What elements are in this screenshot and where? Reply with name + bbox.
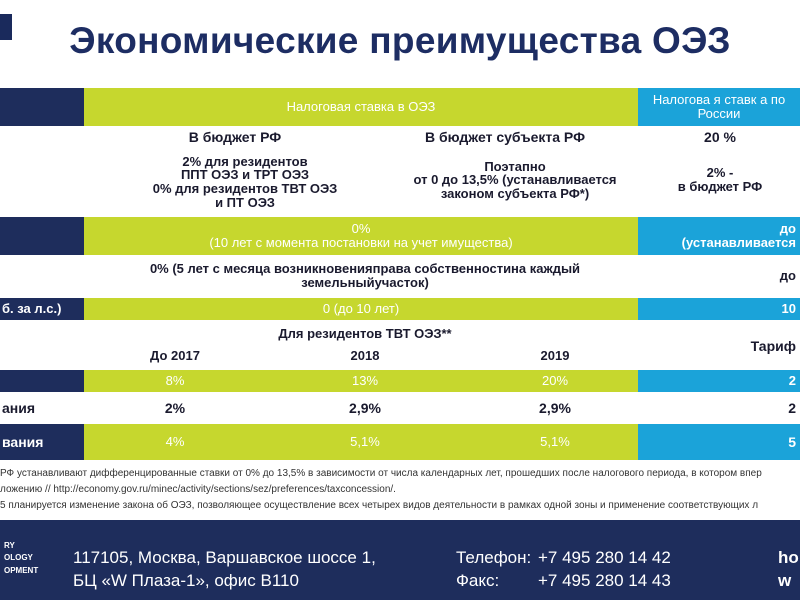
insurance-row3-2019: 5,1% bbox=[540, 434, 570, 450]
russia-profit-detail: 2% - в бюджет РФ bbox=[660, 160, 780, 200]
footer-contacts: Телефон: +7 495 280 14 42 Факс: +7 495 280… bbox=[456, 547, 671, 593]
regional-rate-line: законом субъекта РФ*) bbox=[440, 185, 590, 201]
insurance-row2-2019: 2,9% bbox=[539, 399, 571, 416]
insurance-row1-2018: 13% bbox=[351, 373, 379, 389]
insurance-row3-2018: 5,1% bbox=[350, 434, 380, 450]
federal-budget-label: В бюджет РФ bbox=[188, 128, 282, 145]
insurance-row3-label: вания bbox=[0, 424, 84, 460]
corner-logo-mark bbox=[0, 14, 12, 40]
insurance-row2-label: ания bbox=[2, 399, 36, 416]
insurance-row2-russia: 2 bbox=[788, 399, 796, 416]
property-tax-rate: 0% bbox=[351, 221, 371, 237]
brand-line: OLOGY bbox=[4, 553, 33, 563]
land-tax-russia: до bbox=[779, 268, 796, 284]
insurance-row3-russia: 5 bbox=[638, 424, 800, 460]
insurance-row1-oez: 8% 13% 20% bbox=[84, 370, 638, 392]
header-oez-tax: Налоговая ставка в ОЭЗ bbox=[84, 88, 638, 126]
address-line: БЦ «W Плаза-1», офис В110 bbox=[73, 570, 299, 590]
footnote-source-link[interactable]: ложению // http://economy.gov.ru/minec/a… bbox=[0, 484, 396, 495]
website-line: ho bbox=[778, 548, 799, 567]
header-russia-tax: Налогова я ставк а по России bbox=[638, 88, 800, 126]
footnotes: РФ устанавливают дифференцированные став… bbox=[0, 466, 800, 514]
land-tax-oez: 0% (5 лет с месяца возникновенияправа со… bbox=[100, 258, 630, 294]
footnote-line: 5 планируется изменение закона об ОЭЗ, п… bbox=[0, 500, 759, 511]
property-russia-line: до bbox=[779, 221, 796, 237]
russia-profit-line: 2% - bbox=[706, 165, 734, 181]
federal-rate-line: 0% для резидентов ТВТ ОЭЗ bbox=[152, 181, 338, 196]
regional-budget-label: В бюджет субъекта РФ bbox=[424, 128, 586, 145]
website-line: w bbox=[778, 570, 792, 590]
property-tax-russia: до (устанавливается bbox=[638, 217, 800, 255]
transport-tax-oez: 0 (до 10 лет) bbox=[84, 298, 638, 320]
brand-text: RY OLOGY OPMENT bbox=[4, 540, 38, 577]
land-tax-line: земельныйучасток) bbox=[301, 275, 429, 290]
insurance-row1-russia: 2 bbox=[638, 370, 800, 392]
russia-profit-line: в бюджет РФ bbox=[677, 179, 763, 194]
regional-rate-line: от 0 до 13,5% (устанавливается bbox=[413, 172, 617, 188]
transport-tax-russia: 10 bbox=[638, 298, 800, 320]
insurance-row1-2019: 20% bbox=[541, 373, 569, 389]
fax-label: Факс: bbox=[456, 570, 500, 590]
insurance-row3-2017: 4% bbox=[165, 434, 185, 450]
year-column-2018: 2018 bbox=[350, 348, 380, 364]
footnote-line: РФ устанавливают дифференцированные став… bbox=[0, 468, 762, 479]
regional-rate-line: Поэтапно bbox=[484, 158, 546, 174]
transport-tax-label: б. за л.с.) bbox=[0, 298, 84, 320]
insurance-row2-2018: 2,9% bbox=[349, 399, 381, 416]
phone-label: Телефон: bbox=[456, 548, 532, 567]
address-line: 117105, Москва, Варшавское шоссе 1, bbox=[73, 548, 376, 567]
property-tax-note: (10 лет с момента постановки на учет иму… bbox=[209, 235, 513, 250]
header-label-cell bbox=[0, 88, 84, 126]
brand-line: RY bbox=[4, 541, 15, 550]
federal-rate-line: и ПТ ОЭЗ bbox=[215, 194, 275, 210]
insurance-row1-label bbox=[0, 370, 84, 392]
page-title: Экономические преимущества ОЭЗ bbox=[69, 20, 731, 61]
property-tax-label-cell bbox=[0, 217, 84, 255]
fax-number: +7 495 280 14 43 bbox=[538, 570, 671, 590]
phone-number[interactable]: +7 495 280 14 42 bbox=[538, 548, 671, 567]
federal-rate-line: 2% для резидентов bbox=[182, 153, 308, 169]
federal-rate-line: ППТ ОЭЗ и ТРТ ОЭЗ bbox=[180, 167, 310, 183]
year-column-2017: До 2017 bbox=[150, 348, 200, 364]
year-column-2019: 2019 bbox=[540, 348, 570, 364]
footer-address: 117105, Москва, Варшавское шоссе 1, БЦ «… bbox=[73, 547, 376, 593]
insurance-row2-2017: 2% bbox=[164, 399, 186, 416]
brand-line: OPMENT bbox=[4, 565, 39, 575]
russia-profit-rate: 20 % bbox=[704, 128, 736, 145]
footer-website[interactable]: ho w bbox=[778, 547, 799, 593]
tariff-header: Тариф bbox=[750, 337, 796, 354]
insurance-row3-oez: 4% 5,1% 5,1% bbox=[84, 424, 638, 460]
insurance-row1-2017: 8% bbox=[165, 373, 185, 389]
property-russia-line: (устанавливается bbox=[681, 235, 796, 250]
land-tax-line: 0% (5 лет с месяца возникновенияправа со… bbox=[149, 261, 581, 277]
federal-rates: 2% для резидентов ППТ ОЭЗ и ТРТ ОЭЗ 0% д… bbox=[100, 150, 390, 214]
tvt-residents-header: Для резидентов ТВТ ОЭЗ** bbox=[278, 326, 452, 342]
footer-bar: RY OLOGY OPMENT 117105, Москва, Варшавск… bbox=[0, 520, 800, 600]
regional-rates: Поэтапно от 0 до 13,5% (устанавливается … bbox=[380, 150, 650, 210]
property-tax-oez: 0% (10 лет с момента постановки на учет … bbox=[84, 217, 638, 255]
